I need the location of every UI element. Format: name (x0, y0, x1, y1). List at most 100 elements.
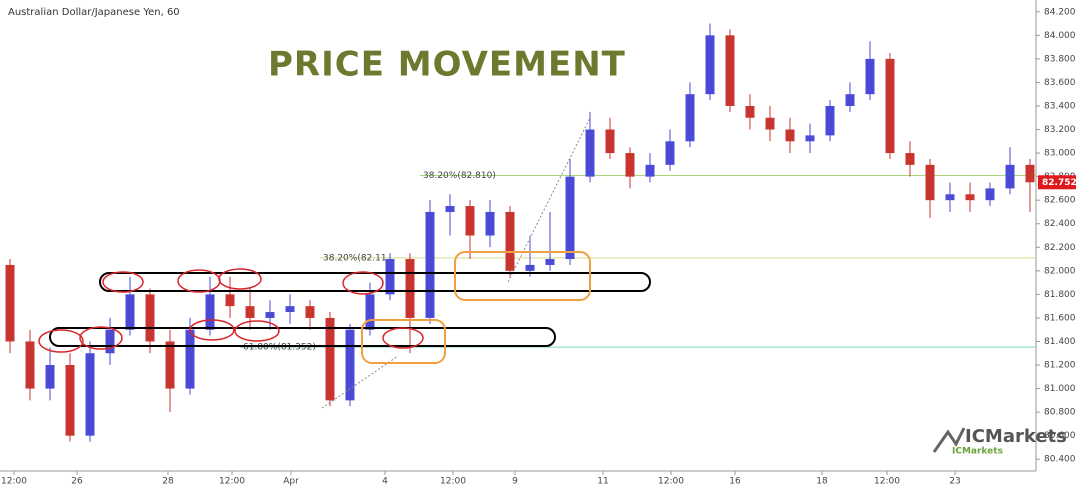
x-tick-label: 9 (512, 477, 518, 487)
candle-body (125, 294, 135, 330)
candle-body (325, 317, 335, 401)
y-tick-label: 81.200 (1044, 361, 1076, 371)
x-tick-label: 12:00 (874, 477, 900, 487)
candle-body (365, 294, 375, 330)
x-tick-label: 12:00 (440, 477, 466, 487)
y-tick-label: 81.000 (1044, 384, 1076, 394)
y-tick-label: 82.000 (1044, 266, 1076, 276)
candle-body (225, 294, 235, 307)
logo-brand: ICMarkets (965, 426, 1067, 447)
fib-label: 38.20%(82.11 (323, 253, 387, 263)
candle-body (525, 264, 535, 271)
candle-body (965, 194, 975, 201)
candle-body (1005, 164, 1015, 189)
fib-label: 61.80%(81.352) (243, 343, 316, 353)
candle-body (1025, 164, 1035, 183)
drawings (38, 117, 651, 409)
x-tick-label: 28 (162, 477, 174, 487)
candle-body (85, 353, 95, 436)
x-tick-label: 12:00 (219, 477, 245, 487)
y-tick-label: 84.000 (1044, 31, 1076, 41)
candle-body (285, 306, 295, 313)
candle-body (745, 105, 755, 118)
last-price-tag (1038, 175, 1076, 190)
candle-body (985, 188, 995, 201)
y-tick-label: 81.400 (1044, 337, 1076, 347)
y-tick-label: 83.600 (1044, 78, 1076, 88)
candle-body (5, 264, 15, 342)
candle-body (685, 94, 695, 142)
y-tick-label: 83.400 (1044, 101, 1076, 111)
candle-body (265, 312, 275, 318)
x-tick-label: 26 (71, 477, 83, 487)
reaction-box (361, 319, 446, 364)
candle-body (205, 294, 215, 330)
y-tick-label: 80.600 (1044, 431, 1076, 441)
reaction-box (454, 251, 591, 301)
x-tick-label: 23 (949, 477, 960, 487)
candle-body (925, 164, 935, 201)
trend-dotted (507, 117, 591, 283)
candle-body (865, 58, 875, 95)
last-price-label: 82.752 (1042, 178, 1076, 188)
candle-body (565, 176, 575, 260)
y-tick-label: 84.200 (1044, 7, 1076, 17)
candle-body (645, 164, 655, 177)
x-tick-label: 12:00 (658, 477, 684, 487)
chart-title: Australian Dollar/Japanese Yen, 60 (8, 7, 180, 18)
y-tick-label: 82.200 (1044, 243, 1076, 253)
x-tick-label: 12:00 (1, 477, 27, 487)
y-tick-label: 81.800 (1044, 290, 1076, 300)
annotation-title: PRICE MOVEMENT (268, 45, 626, 85)
candle-body (825, 105, 835, 136)
candle-body (45, 365, 55, 389)
candle-body (65, 365, 75, 436)
candle-body (145, 294, 155, 342)
x-tick-label: 18 (816, 477, 828, 487)
candle-body (845, 94, 855, 106)
y-tick-label: 80.800 (1044, 408, 1076, 418)
candle-body (765, 117, 775, 130)
candle-body (605, 129, 615, 154)
candle-body (945, 194, 955, 201)
touch-ellipses (38, 268, 424, 353)
y-tick-label: 81.600 (1044, 313, 1076, 323)
candle-body (185, 329, 195, 389)
x-tick-label: 11 (597, 477, 608, 487)
logo-mark (932, 427, 966, 453)
candle-body (345, 329, 355, 401)
x-tick-label: 16 (729, 477, 741, 487)
candle-body (405, 259, 415, 318)
zone-capsule (49, 327, 556, 347)
candle-body (425, 211, 435, 318)
candle-body (725, 35, 735, 106)
candle-body (625, 153, 635, 177)
fib-label: 38.20%(82.810) (423, 171, 496, 181)
candle-body (105, 329, 115, 354)
candle-body (385, 259, 395, 295)
trend-dotted (321, 355, 399, 409)
logo: ICMarkets ICMarkets (932, 426, 1067, 457)
candle-body (465, 206, 475, 236)
logo-sub: ICMarkets (952, 447, 1003, 457)
plot: 80.400 80.600 80.800 81.000 81.200 81.400 81.6… (1, 7, 1076, 487)
candle-body (805, 135, 815, 142)
y-tick-label: 82.600 (1044, 196, 1076, 206)
candle-body (485, 211, 495, 236)
candle-body (885, 58, 895, 154)
candle-body (445, 206, 455, 212)
y-tick-label: 82.400 (1044, 219, 1076, 229)
y-tick-label: 83.800 (1044, 54, 1076, 64)
candle-body (165, 341, 175, 389)
candle-body (905, 153, 915, 165)
x-tick-label: Apr (283, 477, 299, 487)
x-tick-label: 4 (382, 477, 388, 487)
candle-body (305, 306, 315, 318)
y-tick-label: 83.000 (1044, 149, 1076, 159)
candle-body (705, 35, 715, 95)
candle-body (245, 306, 255, 318)
y-tick-label: 80.400 (1044, 455, 1076, 465)
candle-body (785, 129, 795, 142)
candle-body (505, 211, 515, 271)
